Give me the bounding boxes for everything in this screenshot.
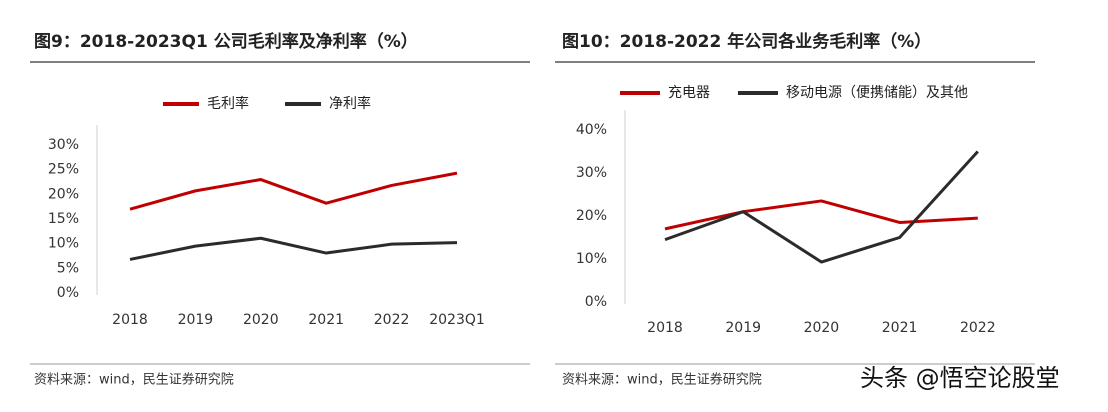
legend-label: 净利率 <box>329 95 371 112</box>
x-tick-label: 2018 <box>112 312 148 328</box>
x-tick-label: 2023Q1 <box>429 312 485 328</box>
legend-label: 充电器 <box>668 85 710 101</box>
x-tick-label: 2018 <box>647 320 683 336</box>
chart-title: 图9：2018-2023Q1 公司毛利率及净利率（%） <box>34 31 418 52</box>
x-tick-label: 2020 <box>804 320 840 336</box>
y-tick-label: 40% <box>576 122 607 138</box>
series-line <box>129 171 458 211</box>
legend-label: 移动电源（便携储能）及其他 <box>786 85 968 101</box>
x-tick-label: 2019 <box>725 320 761 336</box>
y-tick-label: 0% <box>585 294 607 310</box>
y-tick-label: 30% <box>48 137 79 153</box>
x-tick-label: 2020 <box>243 312 279 328</box>
series-line <box>129 236 458 261</box>
source: 资料来源：wind，民生证券研究院 <box>562 372 762 388</box>
watermark: 头条 @悟空论股堂 <box>860 364 1060 392</box>
y-tick-label: 5% <box>57 260 79 276</box>
y-tick-label: 10% <box>576 251 607 267</box>
x-tick-label: 2021 <box>882 320 918 336</box>
y-tick-label: 20% <box>48 186 79 202</box>
y-tick-label: 0% <box>57 285 79 301</box>
y-tick-label: 30% <box>576 165 607 181</box>
series-line <box>664 199 978 231</box>
series-line <box>664 150 979 264</box>
y-tick-label: 20% <box>576 208 607 224</box>
x-tick-label: 2019 <box>178 312 214 328</box>
chart-title: 图10：2018-2022 年公司各业务毛利率（%） <box>562 31 931 52</box>
x-tick-label: 2022 <box>960 320 996 336</box>
x-tick-label: 2022 <box>374 312 410 328</box>
x-tick-label: 2021 <box>308 312 344 328</box>
legend-label: 毛利率 <box>207 95 249 112</box>
source: 资料来源：wind，民生证券研究院 <box>34 372 234 388</box>
y-tick-label: 15% <box>48 211 79 227</box>
y-tick-label: 25% <box>48 162 79 178</box>
y-tick-label: 10% <box>48 236 79 252</box>
